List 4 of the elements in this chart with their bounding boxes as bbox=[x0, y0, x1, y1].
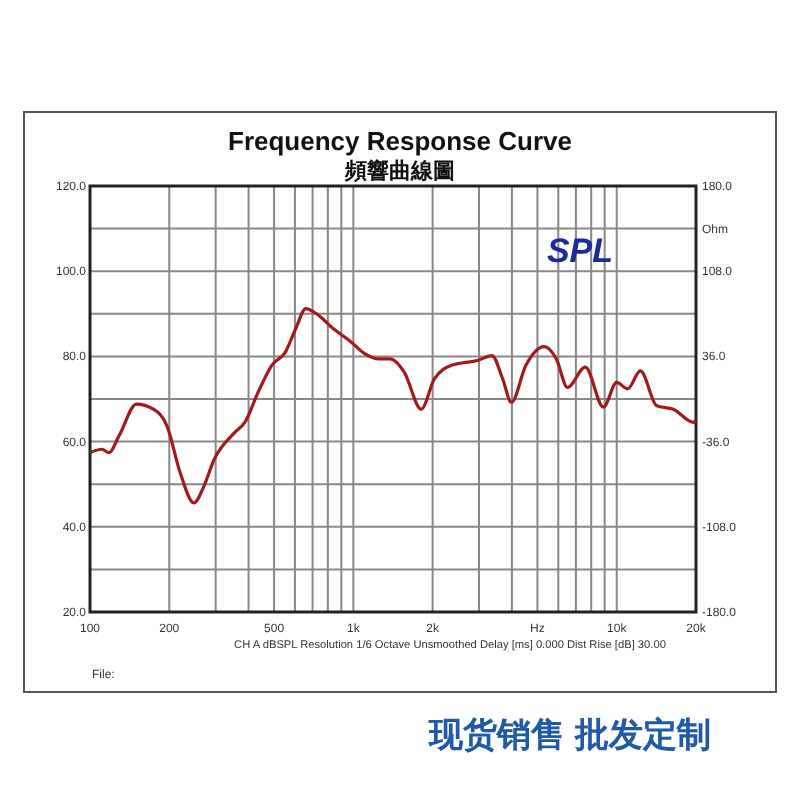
annotation: SPL bbox=[546, 232, 614, 270]
chart-title: Frequency Response Curve bbox=[228, 126, 572, 156]
text: 现货销售 批发定制 bbox=[427, 716, 711, 754]
chart-subtitle: 頻響曲線圖 bbox=[343, 158, 455, 184]
